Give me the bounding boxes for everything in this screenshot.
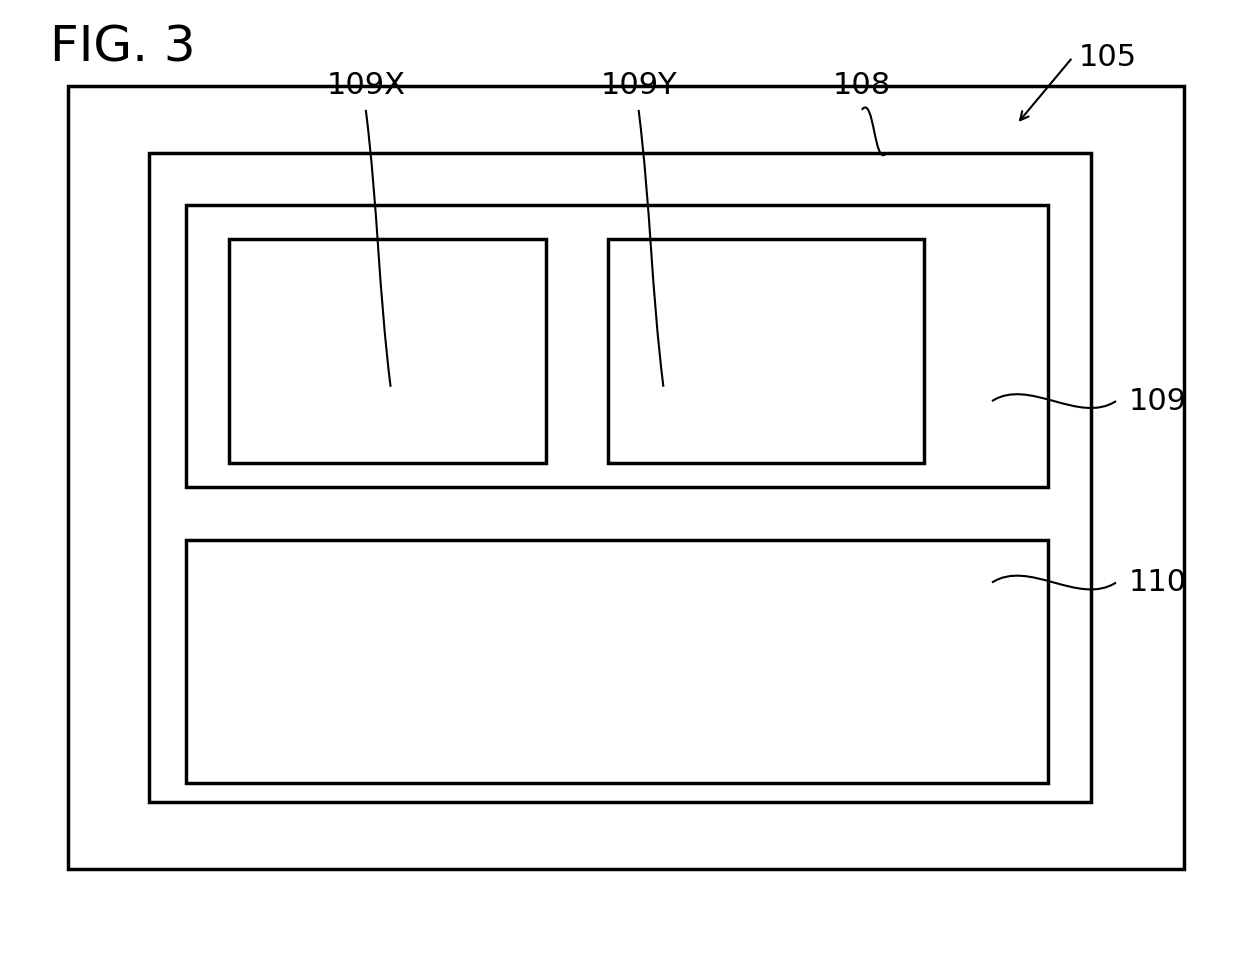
Bar <box>68 86 1184 869</box>
Bar <box>608 239 924 463</box>
Bar <box>186 540 1048 783</box>
Text: 110: 110 <box>1128 568 1187 597</box>
Bar <box>186 205 1048 487</box>
Text: 109Y: 109Y <box>600 72 677 100</box>
Text: 108: 108 <box>833 72 890 100</box>
Text: 109X: 109X <box>326 72 405 100</box>
Bar <box>229 239 546 463</box>
Bar <box>149 153 1091 802</box>
Text: FIG. 3: FIG. 3 <box>50 24 195 72</box>
Text: 105: 105 <box>1079 43 1137 72</box>
Text: 109: 109 <box>1128 387 1187 415</box>
